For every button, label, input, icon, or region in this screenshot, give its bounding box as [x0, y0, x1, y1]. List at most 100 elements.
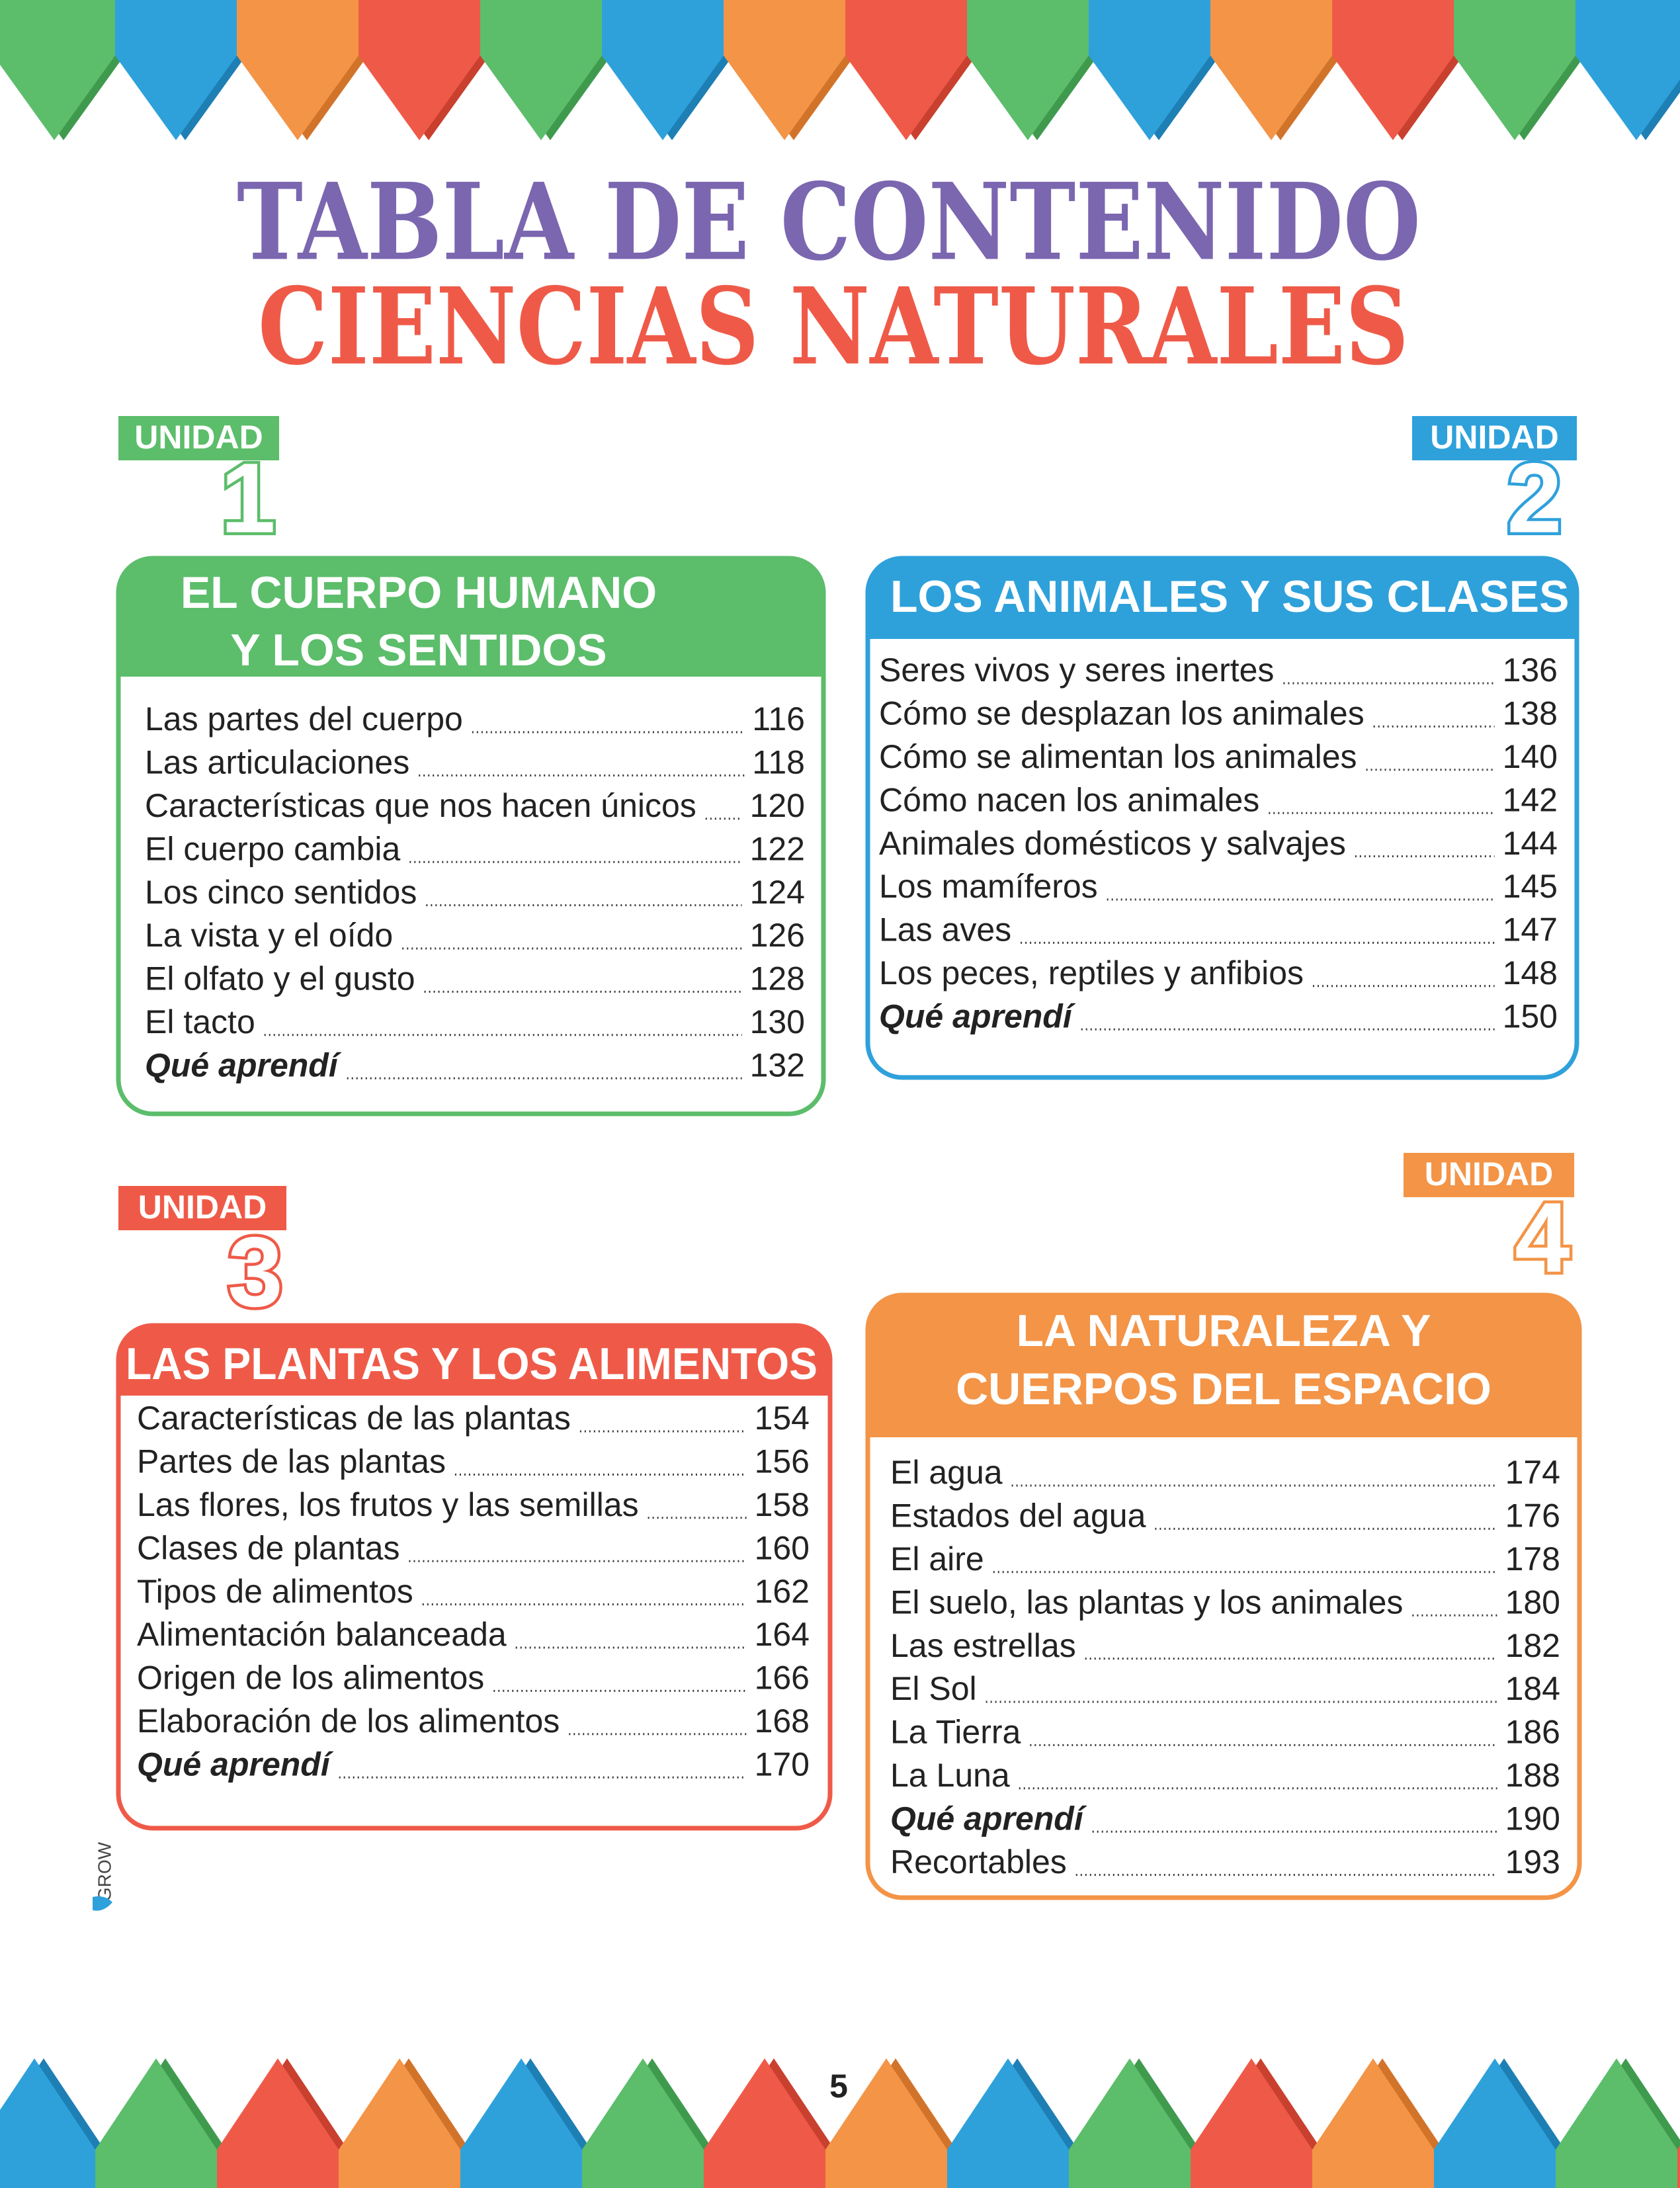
entry-title: Cómo nacen los animales — [879, 781, 1259, 818]
unit-label: UNIDAD — [1430, 419, 1558, 456]
pennant — [95, 2058, 217, 2188]
unit-title: LA NATURALEZA Y — [1016, 1306, 1431, 1356]
entry-page: 118 — [752, 744, 805, 781]
entry-title: Las articulaciones — [145, 744, 409, 781]
unit-title: CUERPOS DEL ESPACIO — [956, 1364, 1491, 1414]
entry-title: Características de las plantas — [137, 1400, 571, 1437]
entry-title: Elaboración de los alimentos — [137, 1703, 560, 1740]
pennant — [724, 0, 845, 140]
entry-title: Cómo se desplazan los animales — [879, 695, 1365, 732]
unit-header — [118, 1325, 830, 1396]
pennant — [480, 0, 602, 140]
entry-page: 176 — [1505, 1497, 1560, 1535]
pennant — [358, 0, 480, 140]
brand-logo — [93, 1896, 112, 1911]
entry-title: Recortables — [890, 1843, 1067, 1880]
entry-title: El suelo, las plantas y los animales — [890, 1583, 1403, 1620]
entry-title: Qué aprendí — [890, 1800, 1087, 1837]
pennant — [1210, 0, 1332, 140]
entry-title: Qué aprendí — [879, 997, 1076, 1034]
unit-title: EL CUERPO HUMANO — [181, 568, 657, 618]
entry-title: Características que nos hacen únicos — [145, 787, 696, 824]
pennant — [582, 2058, 704, 2188]
entry-page: 170 — [755, 1746, 810, 1783]
unit-header — [868, 1295, 1579, 1437]
pennant — [339, 2058, 460, 2188]
entry-title: Alimentación balanceada — [137, 1616, 507, 1653]
entry-page: 164 — [755, 1616, 810, 1653]
unit-title: LOS ANIMALES Y SUS CLASES — [890, 571, 1569, 622]
entry-page: 162 — [755, 1573, 810, 1610]
entry-title: Los mamíferos — [879, 868, 1098, 905]
entry-title: El cuerpo cambia — [145, 830, 400, 867]
unit-number: 2 — [1507, 442, 1562, 554]
entry-page: 126 — [750, 917, 805, 954]
brand: GROW — [94, 1841, 114, 1902]
entry-page: 116 — [752, 700, 805, 737]
entry-title: Los peces, reptiles y anfibios — [879, 954, 1304, 991]
entry-title: Qué aprendí — [145, 1046, 342, 1083]
entry-title: Clases de plantas — [137, 1529, 399, 1566]
unit-label: UNIDAD — [1425, 1156, 1553, 1193]
entry-title: Qué aprendí — [137, 1746, 334, 1783]
entry-page: 147 — [1503, 911, 1558, 948]
unit-label-box — [118, 1186, 286, 1230]
pennant — [1454, 0, 1575, 140]
entry-page: 140 — [1503, 738, 1558, 775]
entry-title: Cómo se alimentan los animales — [879, 738, 1357, 775]
entry-page: 142 — [1503, 781, 1558, 818]
entry-title: Seres vivos y seres inertes — [879, 652, 1274, 689]
pennant — [237, 0, 358, 140]
pennant — [845, 0, 967, 140]
entry-title: Las aves — [879, 911, 1011, 948]
entry-title: El Sol — [890, 1670, 977, 1707]
pennant — [1191, 2058, 1312, 2188]
entry-title: Las flores, los frutos y las semillas — [137, 1486, 639, 1523]
entry-title: Tipos de alimentos — [137, 1573, 413, 1610]
entry-title: El tacto — [145, 1003, 255, 1040]
entry-page: 150 — [1503, 997, 1558, 1034]
pennant — [217, 2058, 339, 2188]
entry-page: 136 — [1503, 652, 1558, 689]
entry-page: 122 — [750, 830, 805, 867]
pennant — [602, 0, 724, 140]
entry-title: La Tierra — [890, 1714, 1021, 1751]
pennant — [967, 0, 1089, 140]
unit-label-box — [118, 416, 279, 460]
entry-page: 193 — [1505, 1843, 1560, 1880]
unit-number: 4 — [1515, 1182, 1570, 1293]
entry-page: 138 — [1503, 695, 1558, 732]
entry-page: 144 — [1503, 825, 1558, 862]
pennant — [1332, 0, 1454, 140]
entry-page: 174 — [1505, 1454, 1560, 1491]
entry-page: 158 — [755, 1486, 810, 1523]
entry-title: Los cinco sentidos — [145, 874, 417, 911]
entry-title: La vista y el oído — [145, 917, 393, 954]
unit-number: 3 — [228, 1216, 282, 1327]
entry-page: 166 — [755, 1660, 810, 1697]
pennant — [1434, 2058, 1556, 2188]
entry-page: 188 — [1505, 1757, 1560, 1794]
entry-page: 124 — [750, 874, 805, 911]
pennant — [1575, 0, 1680, 140]
entry-page: 190 — [1505, 1800, 1560, 1837]
subtitle: CIENCIAS NATURALES — [258, 265, 1409, 389]
entry-page: 186 — [1505, 1714, 1560, 1751]
pennant — [947, 2058, 1069, 2188]
pennant — [825, 2058, 947, 2188]
entry-page: 184 — [1505, 1670, 1560, 1707]
entry-page: 160 — [755, 1529, 810, 1566]
unit-number: 1 — [220, 442, 275, 554]
pennant — [115, 0, 237, 140]
unit-label-box — [1412, 416, 1577, 460]
pennant — [1677, 2146, 1680, 2188]
entry-title: Estados del agua — [890, 1497, 1146, 1535]
entry-page: 120 — [750, 787, 805, 824]
pennant — [1069, 2058, 1191, 2188]
